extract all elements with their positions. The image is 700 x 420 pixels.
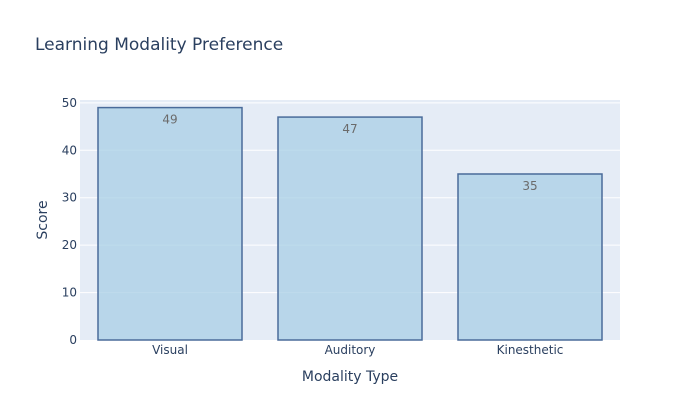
- y-axis-title: Score: [35, 200, 51, 239]
- y-tick-label: 50: [62, 96, 77, 110]
- y-axis-ticks: 0 10 20 30 40 50: [62, 96, 77, 347]
- x-axis-title: Modality Type: [302, 369, 398, 385]
- data-labels: 49 47 35: [162, 113, 537, 193]
- y-tick-label: 30: [62, 191, 77, 205]
- bar-auditory: [277, 116, 423, 341]
- y-tick-label: 0: [69, 333, 77, 347]
- y-tick-label: 20: [62, 238, 77, 252]
- y-tick-label: 40: [62, 143, 77, 157]
- x-tick-label: Auditory: [325, 343, 376, 357]
- bar-visual: [97, 106, 243, 341]
- bar-value-label: 47: [342, 122, 357, 136]
- bars: [97, 106, 603, 341]
- x-tick-label: Visual: [152, 343, 188, 357]
- x-tick-label: Kinesthetic: [497, 343, 564, 357]
- chart-title: Learning Modality Preference: [35, 35, 283, 55]
- y-tick-label: 10: [62, 286, 77, 300]
- x-axis-ticks: Visual Auditory Kinesthetic: [152, 343, 563, 357]
- bar-value-label: 35: [522, 179, 537, 193]
- bar-kinesthetic: [457, 173, 603, 341]
- bar-value-label: 49: [162, 113, 177, 127]
